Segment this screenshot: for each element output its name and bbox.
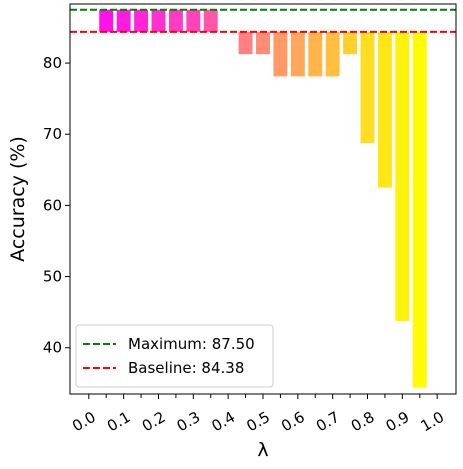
legend: Maximum: 87.50 Baseline: 84.38 (75, 324, 274, 388)
x-ticks-layer: 0.0 0.1 0.2 0.3 0.4 0.5 0.6 0.7 0.8 0.9 1.0 (69, 394, 447, 435)
y-tick-label: 50 (43, 268, 62, 286)
y-tick-label: 70 (43, 125, 62, 143)
bar-lambda-0.95 (412, 31, 427, 388)
y-axis-label: Accuracy (%) (7, 136, 29, 262)
bar-lambda-0.15 (134, 9, 149, 32)
x-tick-label: 1.0 (418, 408, 448, 436)
bar-lambda-0.10 (116, 9, 131, 32)
x-tick-label: 0.4 (208, 408, 238, 436)
bar-lambda-0.25 (168, 9, 183, 32)
bars-layer (99, 9, 427, 388)
legend-label-baseline: Baseline: 84.38 (128, 359, 244, 377)
y-tick-label: 80 (43, 54, 62, 72)
bar-lambda-0.55 (273, 31, 288, 77)
bar-lambda-0.70 (325, 31, 340, 77)
bar-lambda-0.05 (99, 9, 114, 32)
x-tick-label: 0.8 (348, 408, 378, 436)
x-tick-label: 0.9 (383, 408, 413, 436)
y-ticks-layer: 40 50 60 70 80 (43, 54, 70, 357)
bar-lambda-0.45 (238, 31, 253, 55)
bar-lambda-0.60 (290, 31, 305, 77)
legend-box (75, 324, 274, 388)
bar-lambda-0.20 (151, 9, 166, 32)
bar-lambda-0.65 (308, 31, 323, 77)
x-tick-label: 0.2 (139, 408, 169, 436)
x-axis-label: λ (257, 439, 268, 461)
x-tick-label: 0.5 (243, 408, 273, 436)
x-tick-label: 0.3 (174, 408, 204, 436)
bar-lambda-0.90 (395, 31, 410, 322)
y-tick-label: 40 (43, 339, 62, 357)
x-tick-label: 0.7 (313, 408, 343, 436)
bar-lambda-0.35 (203, 9, 218, 32)
x-tick-label: 0.6 (278, 408, 308, 436)
x-tick-label: 0.1 (104, 408, 134, 436)
reference-lines-layer (70, 8, 456, 33)
bar-lambda-0.85 (377, 31, 392, 188)
bar-lambda-0.50 (256, 31, 270, 55)
x-tick-label: 0.0 (69, 408, 99, 436)
y-tick-label: 60 (43, 196, 62, 214)
bar-lambda-0.80 (360, 31, 375, 144)
bar-lambda-0.75 (343, 31, 358, 55)
legend-label-maximum: Maximum: 87.50 (128, 335, 255, 353)
bar-lambda-0.30 (186, 9, 201, 32)
